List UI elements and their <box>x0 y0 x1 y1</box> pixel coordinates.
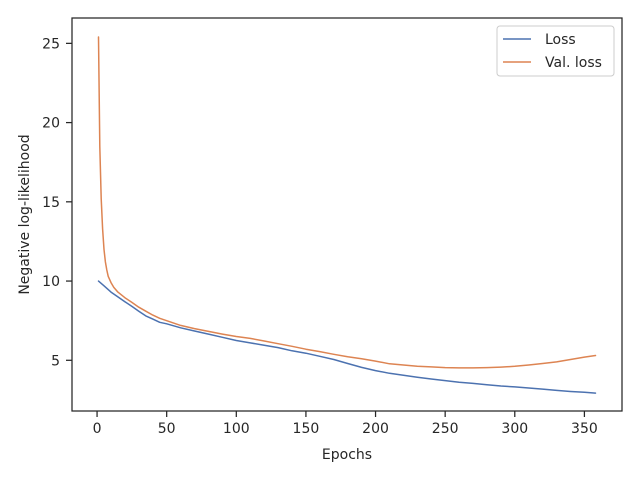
x-axis-label: Epochs <box>322 447 372 463</box>
legend: Loss Val. loss <box>496 25 615 77</box>
x-tick-label: 350 <box>571 421 598 437</box>
series-line-1 <box>97 36 597 369</box>
x-tick-label: 0 <box>93 421 102 437</box>
y-axis-ticks: 5 10 15 20 25 <box>42 36 72 369</box>
series-lines <box>97 36 597 394</box>
x-tick-label: 50 <box>158 421 176 437</box>
x-tick-label: 200 <box>362 421 389 437</box>
y-tick-label: 10 <box>42 274 60 290</box>
x-tick-label: 100 <box>223 421 250 437</box>
x-tick-label: 300 <box>501 421 528 437</box>
y-axis-label: Negative log-likelihood <box>17 134 33 294</box>
series-line-0 <box>97 280 597 394</box>
y-tick-label: 15 <box>42 195 60 211</box>
x-tick-label: 250 <box>432 421 459 437</box>
y-tick-label: 20 <box>42 116 60 132</box>
y-tick-label: 25 <box>42 36 60 52</box>
x-tick-label: 150 <box>293 421 320 437</box>
y-tick-label: 5 <box>51 353 60 369</box>
legend-label: Val. loss <box>545 55 602 71</box>
legend-label: Loss <box>545 32 576 48</box>
plot-frame <box>71 17 623 412</box>
x-axis-ticks: 0 50 100 150 200 250 300 350 <box>93 411 598 437</box>
